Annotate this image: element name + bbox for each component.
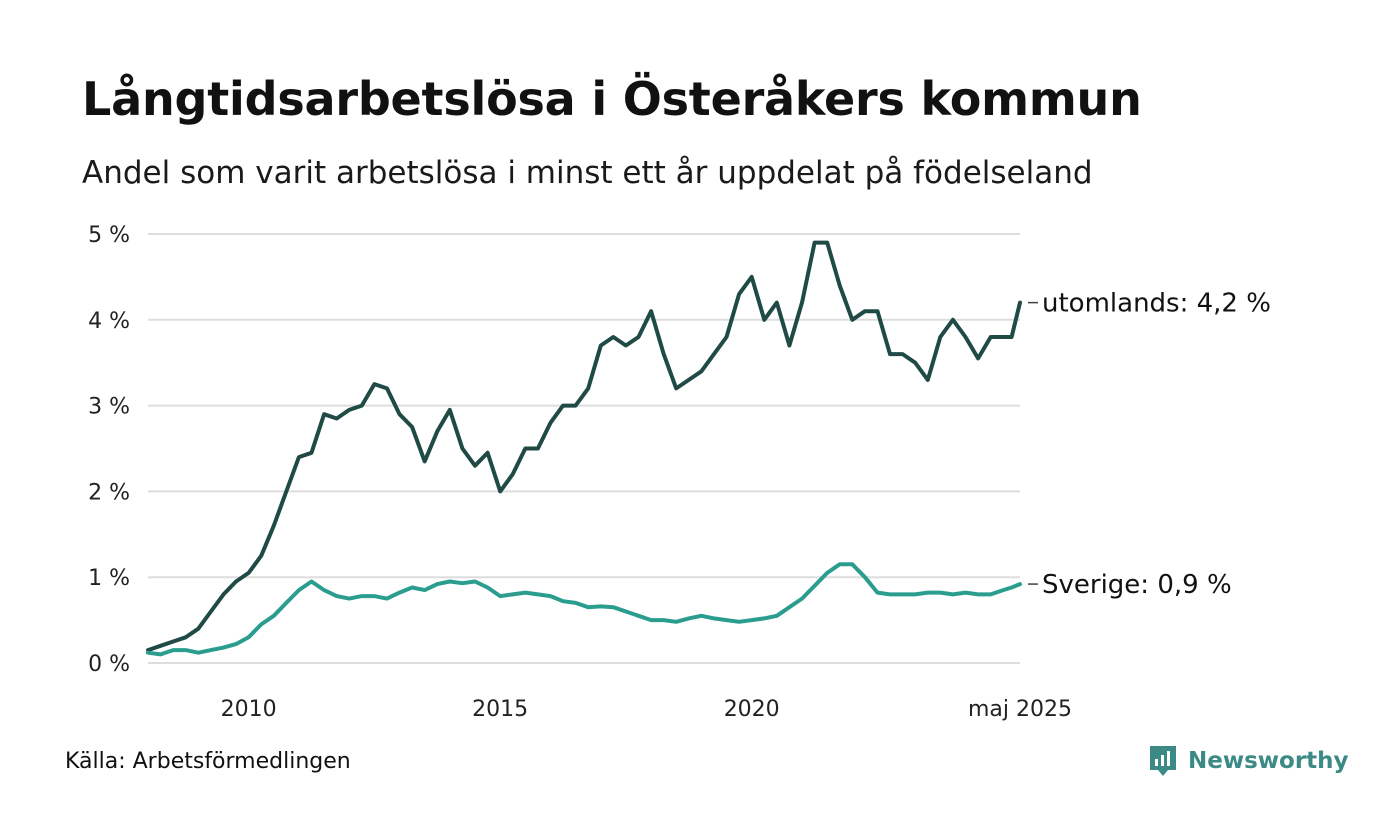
newsworthy-logo: Newsworthy: [1148, 744, 1349, 778]
y-tick-label: 1 %: [88, 566, 130, 591]
source-note: Källa: Arbetsförmedlingen: [65, 749, 351, 774]
x-tick-label: 2015: [472, 697, 528, 722]
y-tick-label: 0 %: [88, 652, 130, 677]
series-line-utomlands: [146, 240, 1022, 653]
x-tick-label: 2010: [221, 697, 277, 722]
gridlines: [148, 233, 1020, 664]
series-end-label-sverige: Sverige: 0,9 %: [1042, 570, 1232, 600]
series-end-label-utomlands: utomlands: 4,2 %: [1042, 289, 1271, 319]
series-line-sverige: [146, 562, 1022, 657]
chart-subtitle: Andel som varit arbetslösa i minst ett å…: [82, 155, 1093, 191]
y-tick-label: 5 %: [88, 223, 130, 248]
x-axis: 2010 2015 2020 maj 2025: [221, 697, 1072, 722]
brand-name: Newsworthy: [1188, 748, 1349, 774]
newsworthy-icon: [1150, 746, 1176, 776]
y-axis: 0 % 1 % 2 % 3 % 4 % 5 %: [88, 223, 130, 677]
y-tick-label: 3 %: [88, 395, 130, 420]
series-end-labels: utomlands: 4,2 % Sverige: 0,9 %: [1028, 289, 1271, 600]
chart-title: Långtidsarbetslösa i Österåkers kommun: [82, 72, 1142, 126]
x-tick-label: maj 2025: [968, 697, 1072, 722]
y-tick-label: 4 %: [88, 309, 130, 334]
x-tick-label: 2020: [724, 697, 780, 722]
y-tick-label: 2 %: [88, 480, 130, 505]
series-lines: [146, 240, 1022, 657]
